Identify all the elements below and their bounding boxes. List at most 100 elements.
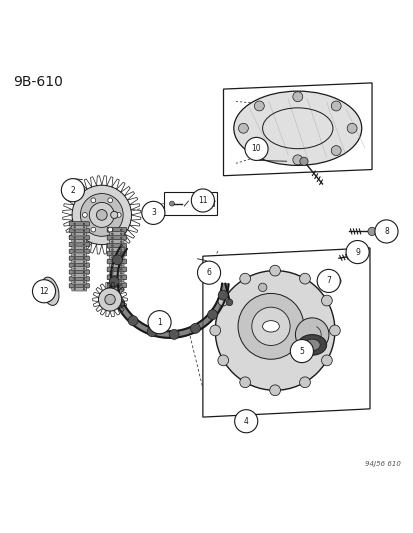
Circle shape <box>83 247 85 249</box>
FancyBboxPatch shape <box>69 256 89 261</box>
Text: 12: 12 <box>39 287 49 296</box>
Circle shape <box>374 220 397 243</box>
Circle shape <box>316 269 339 293</box>
Circle shape <box>258 283 266 292</box>
Circle shape <box>98 288 121 311</box>
FancyBboxPatch shape <box>71 280 87 284</box>
Circle shape <box>111 245 113 246</box>
Circle shape <box>82 213 87 217</box>
Circle shape <box>237 294 303 359</box>
Circle shape <box>111 233 113 235</box>
Circle shape <box>332 277 340 285</box>
Circle shape <box>74 247 75 249</box>
Circle shape <box>91 227 95 232</box>
Text: 7: 7 <box>325 277 330 286</box>
Circle shape <box>120 280 122 282</box>
FancyBboxPatch shape <box>109 232 124 236</box>
Circle shape <box>299 273 310 284</box>
Text: 9: 9 <box>354 247 359 256</box>
Circle shape <box>74 237 75 238</box>
Circle shape <box>74 268 75 269</box>
Circle shape <box>321 295 332 306</box>
Circle shape <box>329 325 339 336</box>
FancyBboxPatch shape <box>69 229 89 233</box>
FancyBboxPatch shape <box>109 279 124 283</box>
FancyBboxPatch shape <box>71 225 87 229</box>
Text: 94J56 610: 94J56 610 <box>364 461 400 466</box>
FancyBboxPatch shape <box>71 260 87 263</box>
Circle shape <box>238 123 248 133</box>
Circle shape <box>345 240 368 264</box>
FancyBboxPatch shape <box>69 236 89 240</box>
Circle shape <box>218 290 228 300</box>
FancyBboxPatch shape <box>107 283 126 288</box>
FancyBboxPatch shape <box>71 273 87 277</box>
Circle shape <box>111 284 113 286</box>
Circle shape <box>321 355 332 366</box>
FancyBboxPatch shape <box>109 263 124 268</box>
FancyBboxPatch shape <box>109 287 124 291</box>
Circle shape <box>290 340 313 362</box>
Circle shape <box>120 264 122 266</box>
Circle shape <box>74 261 75 262</box>
FancyBboxPatch shape <box>107 267 126 272</box>
Text: 10: 10 <box>251 144 261 154</box>
FancyBboxPatch shape <box>71 232 87 236</box>
FancyBboxPatch shape <box>107 251 126 256</box>
Circle shape <box>111 253 113 254</box>
Circle shape <box>217 295 228 306</box>
Circle shape <box>74 288 75 290</box>
Circle shape <box>111 249 113 251</box>
Circle shape <box>110 212 118 219</box>
Circle shape <box>225 299 232 305</box>
Circle shape <box>61 179 84 201</box>
Circle shape <box>120 233 122 235</box>
Circle shape <box>111 237 113 239</box>
Circle shape <box>74 285 75 287</box>
Circle shape <box>108 198 112 203</box>
FancyBboxPatch shape <box>71 239 87 243</box>
Circle shape <box>83 288 85 290</box>
Circle shape <box>111 256 113 259</box>
Text: 1: 1 <box>157 318 161 327</box>
Polygon shape <box>223 83 371 176</box>
FancyBboxPatch shape <box>71 266 87 270</box>
Circle shape <box>112 255 122 265</box>
Circle shape <box>111 264 113 266</box>
Circle shape <box>254 101 263 111</box>
FancyBboxPatch shape <box>107 243 126 248</box>
Ellipse shape <box>41 277 59 305</box>
Circle shape <box>120 284 122 286</box>
FancyBboxPatch shape <box>69 243 89 247</box>
Circle shape <box>74 281 75 283</box>
Circle shape <box>120 237 122 239</box>
Circle shape <box>197 261 220 284</box>
Circle shape <box>89 203 114 228</box>
Circle shape <box>74 244 75 245</box>
Circle shape <box>74 264 75 266</box>
FancyBboxPatch shape <box>163 192 217 215</box>
Circle shape <box>295 318 328 351</box>
Circle shape <box>209 325 220 336</box>
Text: 11: 11 <box>198 196 207 205</box>
Circle shape <box>109 277 119 287</box>
Circle shape <box>83 257 85 259</box>
Circle shape <box>367 227 375 236</box>
Circle shape <box>120 269 122 270</box>
Circle shape <box>111 277 113 278</box>
Circle shape <box>254 146 263 156</box>
FancyBboxPatch shape <box>107 228 126 232</box>
Circle shape <box>128 316 138 326</box>
Circle shape <box>74 278 75 280</box>
Circle shape <box>83 254 85 255</box>
Circle shape <box>108 227 112 232</box>
Polygon shape <box>202 248 369 417</box>
Circle shape <box>74 227 75 228</box>
Circle shape <box>120 288 122 290</box>
Circle shape <box>83 281 85 283</box>
Circle shape <box>120 277 122 278</box>
Circle shape <box>83 240 85 242</box>
Circle shape <box>111 241 113 243</box>
Circle shape <box>217 355 228 366</box>
Circle shape <box>299 157 307 165</box>
